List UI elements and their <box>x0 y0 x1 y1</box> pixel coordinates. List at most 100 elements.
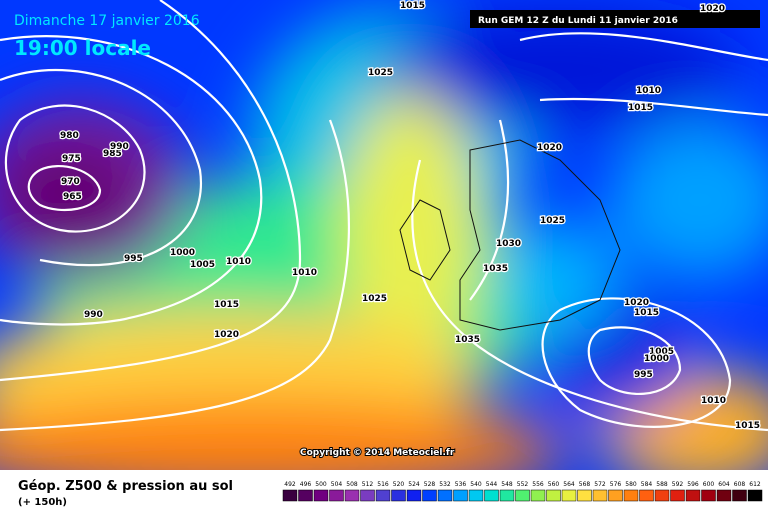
time-label: 19:00 locale <box>14 36 151 60</box>
legend-value: 564 <box>563 481 575 488</box>
legend-value: 544 <box>486 481 498 488</box>
legend-value: 520 <box>393 481 405 488</box>
map-field <box>0 0 768 470</box>
legend-swatch <box>329 489 344 502</box>
isobar-label: 1010 <box>226 257 251 267</box>
legend-swatch <box>453 489 468 502</box>
isobar-label: 995 <box>634 370 653 380</box>
isobar-label: 1015 <box>400 1 425 11</box>
legend-value: 588 <box>656 481 668 488</box>
legend-swatch <box>530 489 546 502</box>
legend-value: 596 <box>687 481 699 488</box>
legend-swatch <box>685 489 701 502</box>
legend-swatch <box>546 489 561 502</box>
isobar-label: 1015 <box>634 308 659 318</box>
legend-swatch <box>623 489 639 502</box>
legend-value: 548 <box>501 481 513 488</box>
legend-value: 580 <box>625 481 637 488</box>
legend-value: 512 <box>362 481 374 488</box>
legend-swatch <box>561 489 577 502</box>
legend-value: 560 <box>548 481 560 488</box>
legend-value: 576 <box>610 481 622 488</box>
legend-value: 608 <box>734 481 746 488</box>
copyright: Copyright © 2014 Meteociel.fr <box>300 448 455 458</box>
legend-value: 572 <box>594 481 606 488</box>
isobar-label: 980 <box>60 131 79 141</box>
isobar-label: 1025 <box>540 216 565 226</box>
isobar-label: 985 <box>103 149 122 159</box>
legend-swatch <box>375 489 391 502</box>
isobar-label: 1005 <box>190 260 215 270</box>
legend-swatch <box>313 489 329 502</box>
isobar-label: 1015 <box>214 300 239 310</box>
legend-value: 528 <box>424 481 436 488</box>
legend-value: 536 <box>455 481 467 488</box>
isobar-label: 1020 <box>537 143 562 153</box>
run-label: Run GEM 12 Z du Lundi 11 janvier 2016 <box>478 16 678 26</box>
legend-swatch <box>577 489 592 502</box>
isobar-label: 1015 <box>628 103 653 113</box>
footer-subtitle: (+ 150h) <box>18 497 67 508</box>
isobar-label: 1010 <box>701 396 726 406</box>
isobar-label: 1025 <box>368 68 393 78</box>
legend-swatch <box>716 489 732 502</box>
legend-value: 552 <box>517 481 529 488</box>
legend-value: 600 <box>703 481 715 488</box>
legend-value: 504 <box>331 481 343 488</box>
legend-swatch <box>608 489 623 502</box>
isobar-label: 1020 <box>624 298 649 308</box>
legend-swatch <box>639 489 654 502</box>
isobar-label: 975 <box>62 154 81 164</box>
legend-swatch <box>701 489 716 502</box>
legend-value: 592 <box>672 481 684 488</box>
legend-swatch <box>360 489 375 502</box>
isobar-label: 970 <box>61 177 80 187</box>
legend-swatch <box>670 489 685 502</box>
isobar-label: 1035 <box>483 264 508 274</box>
legend-value: 532 <box>439 481 451 488</box>
legend-value: 540 <box>470 481 482 488</box>
isobar-label: 1030 <box>496 239 521 249</box>
legend-value: 612 <box>749 481 761 488</box>
legend-swatch <box>282 489 298 502</box>
legend-value: 496 <box>300 481 312 488</box>
legend-swatch <box>515 489 530 502</box>
legend-swatch <box>422 489 437 502</box>
isobar-label: 995 <box>124 254 143 264</box>
legend-swatch <box>484 489 499 502</box>
isobar-label: 1000 <box>170 248 195 258</box>
isobar-label: 990 <box>110 142 129 152</box>
legend-value: 524 <box>408 481 420 488</box>
legend-swatch <box>406 489 422 502</box>
footer-title: Géop. Z500 & pression au sol <box>18 479 233 494</box>
isobar-label: 1000 <box>644 354 669 364</box>
legend-swatch <box>592 489 608 502</box>
legend-swatch <box>747 489 763 502</box>
isobar-label: 965 <box>63 192 82 202</box>
isobar-label: 1010 <box>636 86 661 96</box>
legend-swatch <box>437 489 453 502</box>
legend-value: 516 <box>377 481 389 488</box>
isobar-label: 1015 <box>735 421 760 431</box>
legend-value: 604 <box>718 481 730 488</box>
isobar-label: 1020 <box>214 330 239 340</box>
legend-value: 568 <box>579 481 591 488</box>
legend-value: 508 <box>346 481 358 488</box>
legend-value: 492 <box>284 481 296 488</box>
legend-value: 584 <box>641 481 653 488</box>
legend-value: 500 <box>315 481 327 488</box>
legend-swatch <box>732 489 747 502</box>
legend-value: 556 <box>532 481 544 488</box>
legend-swatch <box>654 489 670 502</box>
legend-swatch <box>468 489 484 502</box>
isobar-label: 1025 <box>362 294 387 304</box>
isobar-label: 1020 <box>700 4 725 14</box>
isobar-label: 1035 <box>455 335 480 345</box>
legend-swatch <box>499 489 515 502</box>
isobar-label: 1010 <box>292 268 317 278</box>
date-label: Dimanche 17 janvier 2016 <box>14 13 200 29</box>
run-box <box>470 10 760 28</box>
legend-swatch <box>391 489 406 502</box>
legend-swatch <box>298 489 313 502</box>
